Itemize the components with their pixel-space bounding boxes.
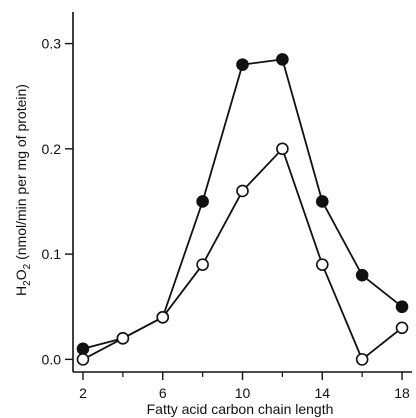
filled-data-point [315, 195, 329, 208]
filled-data-point [355, 268, 369, 282]
y-tick-label: 0.1 [42, 246, 62, 262]
open-data-point [315, 258, 329, 271]
y-tick-label: 0.2 [42, 141, 62, 157]
series-1-line [82, 58, 403, 350]
series-2-line [82, 147, 403, 361]
open-data-point [236, 184, 249, 198]
y-axis-title-sub2: 2 [22, 263, 33, 269]
y-axis-title-o: O [13, 269, 29, 280]
tick-labels: 2 6 10 14 18 0.0 0.1 0.2 0.3 [42, 36, 410, 401]
x-axis-title: Fatty acid carbon chain length [147, 401, 334, 417]
filled-data-point [395, 300, 409, 314]
open-data-point [156, 310, 170, 324]
filled-data-point [76, 342, 90, 356]
series-1 [76, 53, 409, 356]
open-data-point [116, 332, 130, 345]
x-tick-label: 10 [235, 385, 251, 401]
x-tick-label: 2 [79, 385, 87, 401]
filled-data-point [276, 53, 289, 66]
x-tick-label: 14 [314, 385, 330, 401]
y-tick-label: 0.0 [42, 351, 62, 367]
series-2 [76, 142, 409, 366]
y-axis-title: H2O2 (nmol/min per mg of protein) [13, 84, 33, 296]
open-data-point [355, 353, 369, 366]
series-layer [76, 53, 409, 366]
y-axis-title-rest: (nmol/min per mg of protein) [13, 84, 29, 264]
y-tick-label: 0.3 [42, 36, 62, 52]
filled-data-point [236, 58, 249, 71]
y-axis-title-h: H [13, 286, 29, 296]
x-tick-label: 18 [394, 385, 410, 401]
y-axis-title-sub1: 2 [22, 280, 33, 286]
open-data-point [76, 353, 90, 366]
open-data-point [276, 142, 289, 156]
x-tick-label: 6 [159, 385, 167, 401]
axis-ticks [65, 42, 403, 380]
filled-data-point [196, 195, 209, 208]
open-data-point [196, 258, 209, 271]
open-data-point [395, 321, 409, 335]
